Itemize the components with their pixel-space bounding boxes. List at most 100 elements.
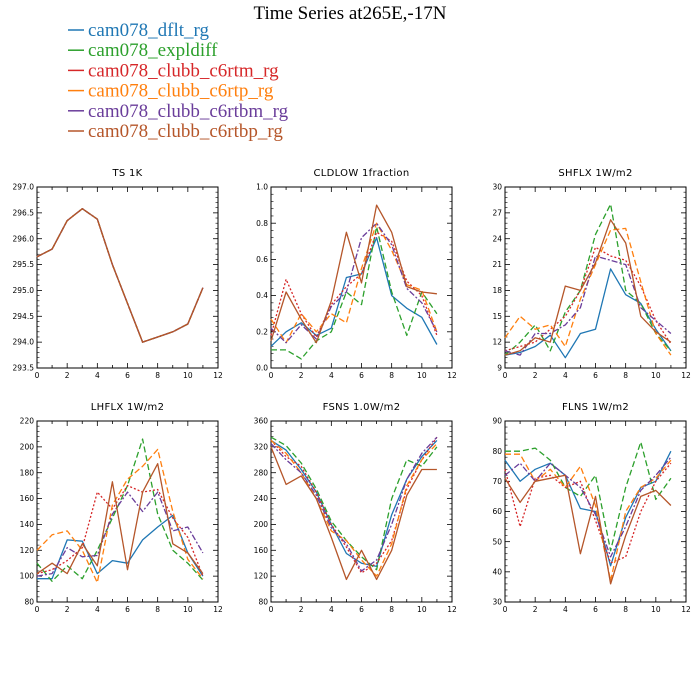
series-line [270,446,437,581]
y-tick-label: 200 [20,442,35,451]
y-tick-label: 220 [20,417,35,426]
x-tick-label: 10 [183,371,193,380]
series-line [270,436,438,571]
series-line [36,463,204,575]
x-tick-label: 6 [125,605,130,614]
x-tick-label: 6 [593,605,598,614]
series-line [36,484,204,577]
y-tick-label: 295.5 [13,260,35,269]
x-tick-label: 8 [389,371,394,380]
x-tick-label: 0 [35,371,40,380]
x-tick-label: 12 [213,605,223,614]
y-tick-label: 160 [20,494,35,503]
y-tick-label: 0.0 [256,364,268,373]
series-line [504,474,672,585]
series-line [36,438,204,582]
y-tick-label: 90 [492,417,502,426]
chart-panel: CLDLOW 1fraction 0 2 4 6 8 10 12 0.0 0.2 0.4 0.6 0.8… [256,168,457,380]
series-line [504,227,672,356]
chart-panels: TS 1K0 2 4 6 8 10 12293.5294.0294.5295.0295.52… [13,168,691,614]
series-line [36,208,204,343]
y-tick-label: 360 [254,417,269,426]
series-line [504,462,672,564]
panel-title: CLDLOW 1fraction [314,168,410,179]
x-tick-label: 10 [183,605,193,614]
y-tick-label: 200 [254,520,269,529]
y-tick-label: 296.5 [13,208,35,217]
chart-panel: TS 1K 0 2 4 6 8 10 12 293.5 294.0 294.5 295.0 295.5 2… [13,168,223,380]
y-tick-label: 24 [492,234,502,243]
y-tick-label: 100 [20,572,35,581]
x-tick-label: 0 [269,371,274,380]
y-tick-label: 1.0 [256,183,268,192]
series-line [270,237,438,347]
series-line [270,439,438,577]
x-tick-label: 0 [503,605,508,614]
plot-frame [270,420,453,603]
y-tick-label: 0.8 [256,219,268,228]
legend-label: cam078_clubb_c6rtp_rg [88,81,274,102]
x-tick-label: 8 [155,371,160,380]
chart-panel: FSNS 1.0W/m2 0 2 4 6 8 10 12 80 120 160 200 240 280 32… [254,402,457,614]
y-tick-label: 0.6 [256,255,268,264]
x-tick-label: 0 [269,605,274,614]
y-tick-label: 296.0 [13,234,35,243]
y-tick-label: 160 [254,546,269,555]
x-tick-label: 12 [213,371,223,380]
y-tick-label: 30 [492,183,502,192]
y-tick-label: 120 [20,546,35,555]
series-line [270,436,438,574]
x-tick-label: 8 [389,605,394,614]
series-line [504,203,672,356]
series-line [36,208,204,343]
y-tick-label: 0.2 [256,327,268,336]
series-line [504,255,672,356]
series-line [36,208,204,343]
x-tick-label: 8 [623,605,628,614]
legend-label: cam078_expldiff [88,40,218,61]
y-tick-label: 9 [497,364,502,373]
series-line [270,439,438,568]
x-tick-label: 0 [503,371,508,380]
x-tick-label: 6 [359,371,364,380]
x-tick-label: 6 [359,605,364,614]
y-tick-label: 280 [254,468,269,477]
panel-title: FLNS 1W/m2 [562,402,629,413]
x-tick-label: 12 [681,371,691,380]
plot-frame [36,186,219,369]
y-tick-label: 140 [20,520,35,529]
series-line [36,491,204,577]
x-tick-label: 12 [447,371,457,380]
x-tick-label: 4 [563,605,568,614]
series-line [505,441,672,552]
panel-title: TS 1K [111,168,142,179]
y-tick-label: 293.5 [13,364,35,373]
chart-panel: FLNS 1W/m2 0 2 4 6 8 10 12 30 40 50 60 70 80 90 [492,402,691,614]
series-line [270,222,438,344]
y-tick-label: 0.4 [256,291,268,300]
x-tick-label: 2 [533,605,538,614]
legend-label: cam078_clubb_c6rtbm_rg [88,101,289,122]
y-tick-label: 295.0 [13,286,35,295]
figure-title: Time Series at265E,-17N [254,3,447,24]
y-tick-label: 294.5 [13,312,35,321]
series-line [504,246,672,352]
x-tick-label: 4 [95,371,100,380]
y-tick-label: 18 [492,286,502,295]
series-line [271,226,438,360]
series-line [36,208,204,343]
y-tick-label: 240 [254,494,269,503]
chart-panel: LHFLX 1W/m2 0 2 4 6 8 10 12 80 100 120 140 160 180 200… [20,402,223,614]
x-tick-label: 8 [155,605,160,614]
x-tick-label: 10 [651,371,661,380]
legend: cam078_dflt_rgcam078_expldiffcam078_club… [68,20,289,142]
legend-label: cam078_dflt_rg [88,20,210,41]
y-tick-label: 30 [492,598,502,607]
y-tick-label: 15 [492,312,502,321]
legend-label: cam078_clubb_c6rtm_rg [88,60,279,81]
x-tick-label: 4 [563,371,568,380]
y-tick-label: 320 [254,442,269,451]
legend-label: cam078_clubb_c6rtbp_rg [88,121,283,142]
